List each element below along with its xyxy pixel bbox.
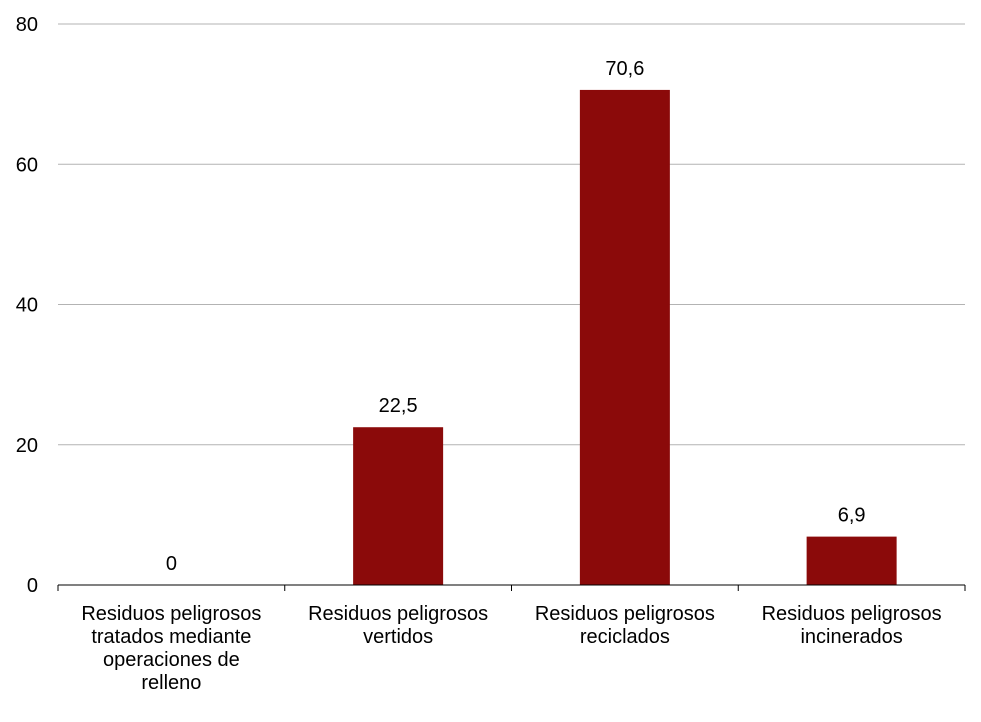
bar	[806, 536, 897, 585]
category-label: Residuos peligrosos incinerados	[762, 603, 942, 648]
category-label-line: operaciones de	[103, 649, 240, 671]
data-label: 6,9	[838, 505, 866, 527]
bar	[353, 427, 444, 585]
category-label: Residuos peligrosos vertidos	[308, 603, 488, 648]
y-tick-label: 60	[16, 154, 38, 176]
y-tick-label: 20	[16, 435, 38, 457]
axes	[57, 584, 966, 591]
labels: 0 20 40 60 80 0 22,5 70,6 6,9 Residuos peligrosos…	[16, 14, 942, 694]
data-label: 22,5	[379, 395, 418, 417]
category-label-line: vertidos	[363, 626, 433, 648]
category-label: Residuos peligrosos tratados mediante oper…	[81, 603, 261, 694]
data-label: 70,6	[605, 58, 644, 80]
bar	[579, 89, 670, 585]
y-tick-label: 40	[16, 295, 38, 317]
category-label: Residuos peligrosos reciclados	[535, 603, 715, 648]
data-label: 0	[166, 553, 177, 575]
category-label-line: relleno	[141, 672, 201, 694]
y-tick-label: 0	[27, 575, 38, 597]
category-label-line: Residuos peligrosos	[535, 603, 715, 625]
category-label-line: reciclados	[580, 626, 670, 648]
bars	[353, 89, 897, 585]
category-label-line: Residuos peligrosos	[81, 603, 261, 625]
category-label-line: incinerados	[800, 626, 902, 648]
gridlines	[58, 23, 965, 446]
category-label-line: tratados mediante	[91, 626, 251, 648]
y-tick-label: 80	[16, 14, 38, 36]
category-label-line: Residuos peligrosos	[762, 603, 942, 625]
category-label-line: Residuos peligrosos	[308, 603, 488, 625]
